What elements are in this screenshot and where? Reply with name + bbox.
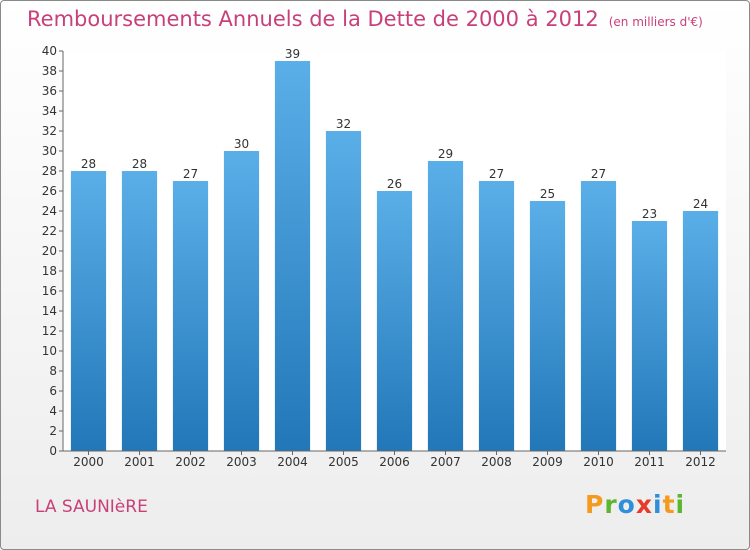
x-tick-label-2010: 2010 [583,455,614,469]
logo-letter: i [675,490,686,519]
x-tick-label-2001: 2001 [124,455,155,469]
x-tick-label-2005: 2005 [328,455,359,469]
bar-2000 [70,171,107,451]
logo-letter: t [662,490,676,519]
value-label-2006: 26 [387,177,402,191]
bar-2001 [121,171,158,451]
bars-layer: 28 28 27 30 39 32 26 29 27 25 27 23 24 [70,47,719,451]
bar-2005 [325,131,362,451]
y-tick-label-16: 16 [42,284,57,298]
x-tick-label-2006: 2006 [379,455,410,469]
y-tick-label-40: 40 [42,44,57,58]
y-tick-label-30: 30 [42,144,57,158]
y-tick-label-38: 38 [42,64,57,78]
bar-2010 [580,181,617,451]
logo-letter: i [653,490,663,519]
bar-2004 [274,61,311,451]
value-label-2009: 25 [540,187,555,201]
bar-2009 [529,201,566,451]
value-label-2012: 24 [693,197,708,211]
chart-title-text: Remboursements Annuels de la Dette de 20… [27,7,599,31]
x-tick-label-2003: 2003 [226,455,257,469]
y-tick-label-32: 32 [42,124,57,138]
y-tick-label-28: 28 [42,164,57,178]
value-label-2010: 27 [591,167,606,181]
x-tick-label-2012: 2012 [685,455,716,469]
y-tick-label-26: 26 [42,184,57,198]
bar-2003 [223,151,260,451]
logo-letter: r [604,490,618,519]
x-tick-label-2002: 2002 [175,455,206,469]
x-tick-label-2004: 2004 [277,455,308,469]
y-tick-label-34: 34 [42,104,57,118]
y-tick-label-0: 0 [49,444,57,458]
value-label-2007: 29 [438,147,453,161]
x-tick-label-2011: 2011 [634,455,665,469]
bar-2008 [478,181,515,451]
value-label-2000: 28 [81,157,96,171]
y-tick-label-18: 18 [42,264,57,278]
y-tick-label-36: 36 [42,84,57,98]
bar-2011 [631,221,668,451]
bar-2002 [172,181,209,451]
y-tick-label-10: 10 [42,344,57,358]
y-tick-label-12: 12 [42,324,57,338]
y-tick-label-24: 24 [42,204,57,218]
y-tick-label-14: 14 [42,304,57,318]
value-label-2008: 27 [489,167,504,181]
y-tick-label-20: 20 [42,244,57,258]
value-label-2005: 32 [336,117,351,131]
x-tick-label-2008: 2008 [481,455,512,469]
proxiti-logo: Proxiti [585,490,685,519]
y-tick-label-4: 4 [49,404,57,418]
commune-name: LA SAUNIèRE [35,497,148,517]
value-label-2002: 27 [183,167,198,181]
y-tick-label-22: 22 [42,224,57,238]
bar-2012 [682,211,719,451]
y-tick-label-2: 2 [49,424,57,438]
logo-letter: P [585,490,605,519]
bar-2007 [427,161,464,451]
x-tick-label-2007: 2007 [430,455,461,469]
value-label-2004: 39 [285,47,300,61]
logo-letter: o [617,490,636,519]
chart-unit: (en milliers d'€) [608,15,703,29]
axes-layer: 2000 2001 2002 2003 2004 2005 2006 2007 2008 2009… [42,44,726,469]
value-label-2011: 23 [642,207,657,221]
y-tick-label-8: 8 [49,364,57,378]
bar-2006 [376,191,413,451]
x-tick-label-2009: 2009 [532,455,563,469]
logo-letter: x [635,490,653,519]
y-tick-label-6: 6 [49,384,57,398]
value-label-2001: 28 [132,157,147,171]
chart-title: Remboursements Annuels de la Dette de 20… [27,7,703,31]
value-label-2003: 30 [234,137,249,151]
x-tick-label-2000: 2000 [73,455,104,469]
